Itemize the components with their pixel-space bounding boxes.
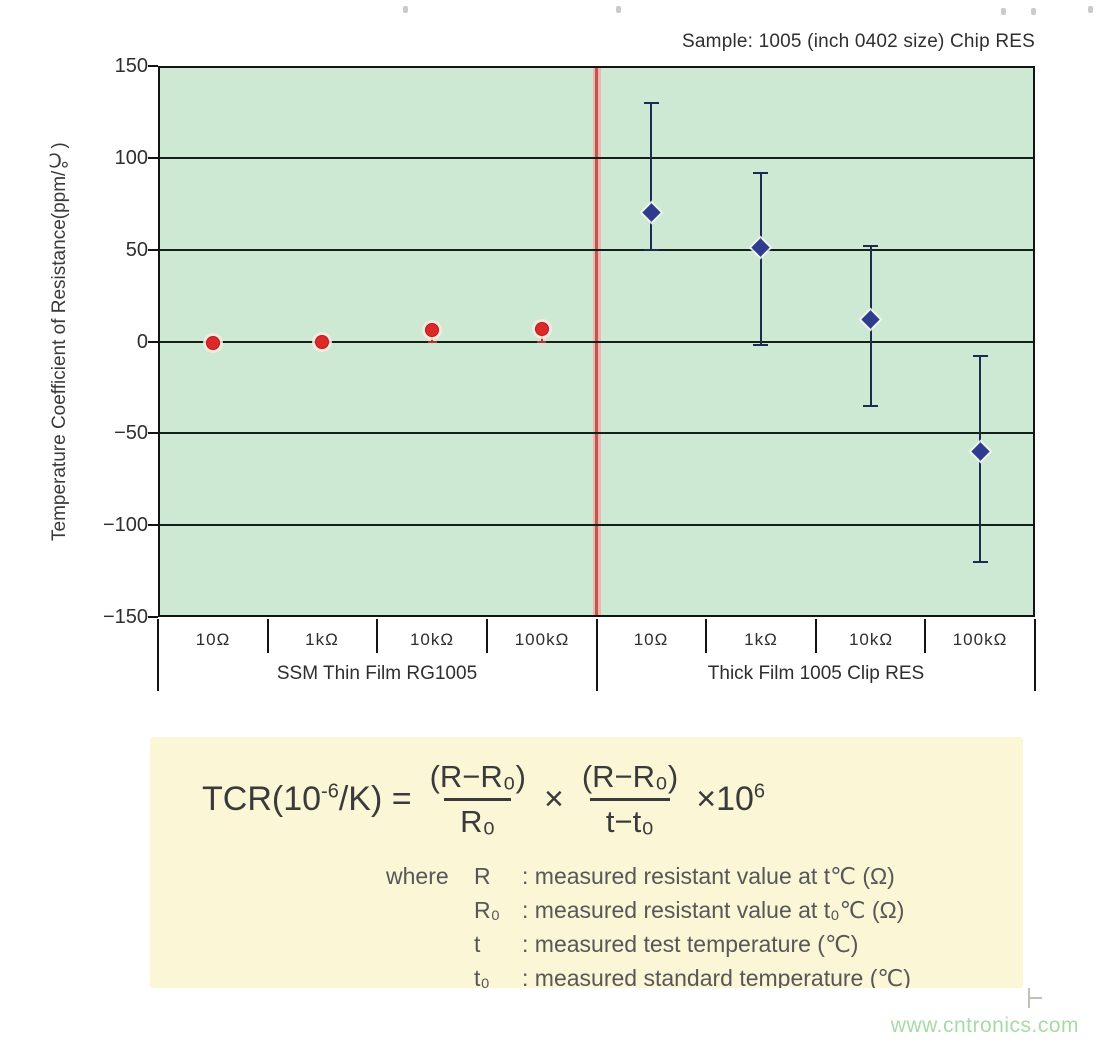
data-point-thin-film (206, 336, 220, 350)
error-bar-cap (863, 245, 878, 247)
category-separator-tick (267, 619, 269, 653)
error-bar-cap (537, 341, 546, 343)
artifact-speck (1031, 8, 1036, 15)
formula-fraction-1: (R−R₀) R₀ (424, 759, 532, 839)
error-bar-cap (863, 405, 878, 407)
x-category-label: 100kΩ (952, 630, 1008, 649)
symbol-description: : measured test temperature (℃) (522, 931, 859, 958)
fraction-numerator: (R−R₀) (429, 759, 526, 794)
x-category-label: 1kΩ (744, 630, 778, 649)
error-bar-cap (973, 355, 988, 357)
data-point-thin-film (425, 323, 439, 337)
x-category-label: 1kΩ (305, 630, 339, 649)
category-separator-tick (705, 619, 707, 653)
formula-exponent: 6 (753, 780, 766, 803)
gridline (160, 432, 1033, 434)
y-tick-mark (148, 65, 158, 67)
symbol: R₀ (474, 897, 501, 924)
category-separator-tick (486, 619, 488, 653)
category-separator-tick (815, 619, 817, 653)
chart-title: Sample: 1005 (inch 0402 size) Chip RES (682, 31, 1035, 52)
y-tick-mark (148, 616, 158, 618)
data-point-thin-film (535, 322, 549, 336)
symbol: t₀ (474, 965, 490, 988)
y-tick-label: −50 (114, 422, 148, 444)
group-label-thin-film: SSM Thin Film RG1005 (276, 663, 478, 684)
y-tick-label: 0 (136, 331, 148, 353)
y-tick-mark (148, 157, 158, 159)
y-axis-label: Temperature Coefficient of Resistance(pp… (49, 142, 70, 541)
x-category-label: 10Ω (195, 630, 231, 649)
formula-fraction-2: (R−R₀) t−t₀ (576, 759, 684, 839)
formula-legend: where R : measured resistant value at t℃… (386, 859, 1023, 988)
error-bar-cap (973, 561, 988, 563)
group-separator-tick (1034, 619, 1036, 691)
artifact-speck (1088, 6, 1093, 13)
error-bar (760, 173, 762, 346)
gridline (160, 249, 1033, 251)
where-row: where R : measured resistant value at t℃… (386, 859, 1023, 893)
formula-multiplier: ×106 (696, 779, 766, 818)
error-bar-cap (753, 172, 768, 174)
y-tick-mark (148, 249, 158, 251)
error-bar (650, 103, 652, 250)
watermark: www.cntronics.com (890, 1014, 1079, 1037)
y-tick-mark (148, 341, 158, 343)
group-separator-tick (157, 619, 159, 691)
error-bar-cap (753, 344, 768, 346)
symbol: t (474, 931, 481, 958)
category-separator-tick (376, 619, 378, 653)
gridline (160, 157, 1033, 159)
gridline (160, 341, 1033, 343)
y-tick-mark (148, 432, 158, 434)
group-label-thick-film: Thick Film 1005 Clip RES (707, 663, 925, 684)
where-row: t₀ : measured standard temperature (℃) (386, 961, 1023, 988)
formula-exponent: -6 (321, 780, 339, 803)
where-row: t : measured test temperature (℃) (386, 927, 1023, 961)
artifact-speck (403, 6, 408, 13)
artifact-speck (616, 6, 621, 13)
symbol-description: : measured resistant value at t℃ (Ω) (522, 863, 895, 890)
where-keyword: where (386, 863, 449, 890)
y-tick-label: 50 (125, 239, 148, 261)
y-tick-label: −150 (102, 606, 148, 628)
artifact-speck (1001, 8, 1006, 15)
y-tick-mark (148, 524, 158, 526)
x-category-label: 10kΩ (409, 630, 455, 649)
symbol-description: : measured standard temperature (℃) (522, 965, 911, 988)
x-category-label: 100kΩ (514, 630, 570, 649)
x-category-label: 10Ω (633, 630, 669, 649)
group-separator-tick (596, 619, 598, 691)
category-separator-tick (924, 619, 926, 653)
error-bar-cap (644, 102, 659, 104)
y-tick-label: 150 (114, 55, 148, 77)
formula-panel: TCR(10-6/K) = (R−R₀) R₀ × (R−R₀) t−t₀ ×1… (150, 737, 1023, 988)
gridline (160, 524, 1033, 526)
symbol: R (474, 863, 491, 890)
where-row: R₀ : measured resistant value at t₀℃ (Ω) (386, 893, 1023, 927)
symbol-description: : measured resistant value at t₀℃ (Ω) (522, 897, 905, 924)
artifact-mark (1028, 997, 1042, 999)
multiply-sign: × (543, 779, 564, 818)
error-bar-cap (428, 341, 437, 343)
x-category-label: 10kΩ (848, 630, 894, 649)
fraction-denominator: R₀ (444, 797, 512, 840)
y-tick-label: −100 (102, 514, 148, 536)
tcr-formula: TCR(10-6/K) = (R−R₀) R₀ × (R−R₀) t−t₀ ×1… (150, 737, 1023, 839)
formula-lhs: TCR(10-6/K) = (202, 779, 412, 818)
fraction-denominator: t−t₀ (589, 797, 671, 840)
error-bar-cap (644, 249, 659, 251)
fraction-numerator: (R−R₀) (581, 759, 679, 794)
data-point-thin-film (315, 335, 329, 349)
y-tick-label: 100 (114, 147, 148, 169)
